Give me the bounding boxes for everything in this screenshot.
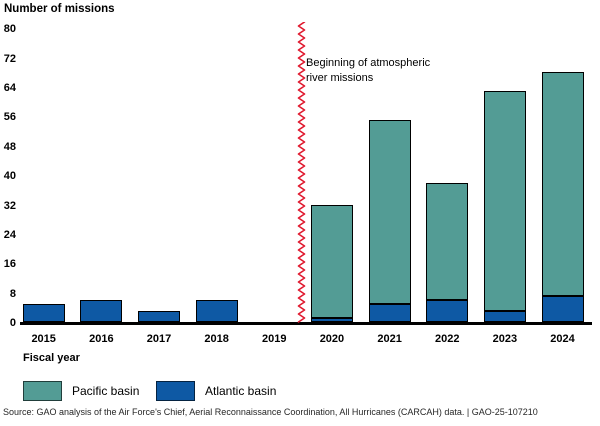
- legend-item-atlantic: Atlantic basin: [156, 381, 276, 401]
- x-axis-tick-label: 2019: [262, 333, 287, 345]
- y-axis-title: Number of missions: [4, 3, 115, 15]
- annotation-text-line1: Beginning of atmospheric: [306, 57, 431, 69]
- legend-label: Pacific basin: [72, 384, 140, 398]
- y-axis-tick-label: 40: [3, 170, 16, 183]
- bar-segment-atlantic-2023: [483, 310, 526, 322]
- bar-segment-pacific-2020: [310, 204, 353, 319]
- y-axis-tick-label: 16: [3, 258, 16, 271]
- x-axis-tick-label: 2017: [146, 333, 172, 345]
- x-axis-tick-label: 2018: [204, 333, 229, 345]
- bar-segment-atlantic-2022: [426, 299, 469, 322]
- legend-label: Atlantic basin: [205, 384, 277, 398]
- x-axis-tick-label: 2024: [550, 333, 575, 345]
- x-axis-tick-label: 2015: [31, 333, 56, 345]
- x-axis-tick-label: 2023: [492, 333, 518, 345]
- x-axis-tick-label: 2022: [435, 333, 460, 345]
- bar-segment-atlantic-2021: [368, 303, 411, 322]
- legend-swatch-pacific: [23, 381, 62, 401]
- x-axis-title: Fiscal year: [23, 352, 80, 364]
- bar-segment-atlantic-2017: [138, 310, 180, 322]
- y-axis-tick-label: 24: [3, 228, 16, 241]
- bar-segment-pacific-2022: [426, 182, 469, 300]
- bar-segment-atlantic-2016: [80, 299, 123, 322]
- x-axis-tick-label: 2021: [377, 333, 402, 345]
- bar-segment-pacific-2024: [541, 72, 584, 297]
- y-axis-tick-label: 80: [3, 23, 16, 36]
- annotation-text-line2: river missions: [306, 72, 374, 84]
- bar-segment-atlantic-2018: [195, 299, 238, 322]
- source-note: Source: GAO analysis of the Air Force's …: [3, 407, 538, 417]
- bar-segment-atlantic-2015: [22, 303, 65, 322]
- x-axis-line: [20, 322, 592, 325]
- bar-segment-atlantic-2024: [541, 296, 584, 322]
- legend-item-pacific: Pacific basin: [23, 381, 139, 401]
- annotation-text: Beginning of atmospheric river missions: [306, 56, 430, 86]
- x-axis-tick-label: 2016: [89, 333, 114, 345]
- y-axis-tick-label: 32: [3, 199, 16, 212]
- y-axis-tick-label: 48: [3, 140, 16, 153]
- bar-segment-atlantic-2020: [310, 318, 353, 322]
- annotation-zigzag-line: [297, 22, 306, 323]
- y-axis-tick-label: 64: [3, 82, 16, 95]
- x-axis-tick-label: 2020: [319, 333, 345, 345]
- y-axis-tick-label: 8: [9, 287, 16, 300]
- legend-swatch-atlantic: [156, 381, 195, 401]
- y-axis-tick-label: 0: [9, 317, 16, 329]
- y-axis-tick-label: 72: [3, 52, 16, 65]
- y-axis-tick-label: 56: [3, 111, 16, 124]
- bar-segment-pacific-2021: [368, 120, 411, 304]
- bar-segment-pacific-2023: [483, 90, 526, 311]
